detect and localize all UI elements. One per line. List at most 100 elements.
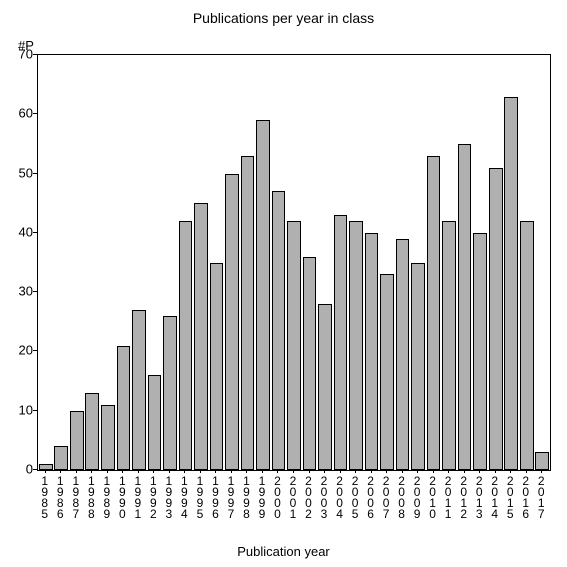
y-tick-mark bbox=[33, 469, 37, 470]
bar bbox=[349, 221, 363, 470]
y-tick-mark bbox=[33, 173, 37, 174]
x-tick-label: 1990 bbox=[116, 474, 128, 518]
bar bbox=[85, 393, 99, 470]
y-tick-mark bbox=[33, 113, 37, 114]
x-tick-label: 1995 bbox=[194, 474, 206, 518]
bar bbox=[54, 446, 68, 470]
x-tick-label: 1998 bbox=[240, 474, 252, 518]
x-tick-mark bbox=[386, 469, 387, 473]
x-tick-label: 2009 bbox=[411, 474, 423, 518]
x-tick-mark bbox=[91, 469, 92, 473]
x-tick-mark bbox=[262, 469, 263, 473]
y-tick-mark bbox=[33, 410, 37, 411]
x-tick-mark bbox=[541, 469, 542, 473]
x-tick-label: 1988 bbox=[85, 474, 97, 518]
bar bbox=[535, 452, 549, 470]
x-tick-mark bbox=[231, 469, 232, 473]
plot-area bbox=[37, 54, 551, 471]
x-tick-mark bbox=[293, 469, 294, 473]
x-tick-mark bbox=[433, 469, 434, 473]
y-tick-mark bbox=[33, 232, 37, 233]
x-tick-label: 2011 bbox=[442, 474, 454, 518]
x-tick-label: 1986 bbox=[54, 474, 66, 518]
x-tick-label: 2010 bbox=[427, 474, 439, 518]
x-tick-label: 2006 bbox=[365, 474, 377, 518]
x-tick-mark bbox=[138, 469, 139, 473]
x-tick-mark bbox=[526, 469, 527, 473]
x-tick-mark bbox=[495, 469, 496, 473]
y-tick-label: 20 bbox=[3, 344, 33, 357]
x-tick-label: 2013 bbox=[473, 474, 485, 518]
y-tick-label: 60 bbox=[3, 107, 33, 120]
x-tick-mark bbox=[246, 469, 247, 473]
x-tick-label: 2017 bbox=[535, 474, 547, 518]
x-tick-label: 2004 bbox=[334, 474, 346, 518]
x-tick-label: 2012 bbox=[458, 474, 470, 518]
x-tick-mark bbox=[277, 469, 278, 473]
y-tick-label: 10 bbox=[3, 403, 33, 416]
x-axis-label: Publication year bbox=[0, 544, 567, 559]
x-tick-label: 2016 bbox=[520, 474, 532, 518]
bar bbox=[256, 120, 270, 470]
x-tick-mark bbox=[45, 469, 46, 473]
bar bbox=[504, 97, 518, 471]
y-tick-mark bbox=[33, 54, 37, 55]
bar bbox=[210, 263, 224, 471]
bar bbox=[241, 156, 255, 470]
bar bbox=[225, 174, 239, 470]
x-tick-mark bbox=[215, 469, 216, 473]
bar bbox=[117, 346, 131, 471]
x-tick-mark bbox=[402, 469, 403, 473]
bar bbox=[427, 156, 441, 470]
x-tick-mark bbox=[371, 469, 372, 473]
x-tick-label: 2007 bbox=[380, 474, 392, 518]
bar bbox=[520, 221, 534, 470]
x-tick-mark bbox=[184, 469, 185, 473]
x-tick-mark bbox=[122, 469, 123, 473]
x-tick-mark bbox=[355, 469, 356, 473]
bar bbox=[458, 144, 472, 470]
y-tick-label: 40 bbox=[3, 225, 33, 238]
x-tick-label: 1996 bbox=[209, 474, 221, 518]
chart-title: Publications per year in class bbox=[0, 10, 567, 26]
bar bbox=[411, 263, 425, 471]
x-tick-label: 2015 bbox=[504, 474, 516, 518]
x-tick-label: 1999 bbox=[256, 474, 268, 518]
x-tick-label: 1991 bbox=[132, 474, 144, 518]
x-tick-label: 1989 bbox=[101, 474, 113, 518]
x-tick-label: 2005 bbox=[349, 474, 361, 518]
bar bbox=[489, 168, 503, 470]
x-tick-mark bbox=[76, 469, 77, 473]
bar bbox=[179, 221, 193, 470]
bar bbox=[303, 257, 317, 470]
bar bbox=[70, 411, 84, 470]
y-tick-label: 70 bbox=[3, 48, 33, 61]
x-tick-label: 2014 bbox=[489, 474, 501, 518]
bar bbox=[163, 316, 177, 470]
bar bbox=[318, 304, 332, 470]
x-tick-label: 1992 bbox=[147, 474, 159, 518]
bar bbox=[365, 233, 379, 470]
x-tick-mark bbox=[169, 469, 170, 473]
x-tick-mark bbox=[448, 469, 449, 473]
chart-container: Publications per year in class #P Public… bbox=[0, 0, 567, 567]
x-tick-label: 2002 bbox=[303, 474, 315, 518]
x-tick-mark bbox=[324, 469, 325, 473]
bar bbox=[380, 274, 394, 470]
y-tick-mark bbox=[33, 291, 37, 292]
y-tick-label: 50 bbox=[3, 166, 33, 179]
bar bbox=[473, 233, 487, 470]
bar bbox=[272, 191, 286, 470]
x-tick-mark bbox=[510, 469, 511, 473]
y-tick-mark bbox=[33, 350, 37, 351]
x-tick-mark bbox=[107, 469, 108, 473]
x-tick-label: 1994 bbox=[178, 474, 190, 518]
x-tick-label: 2003 bbox=[318, 474, 330, 518]
x-tick-label: 1985 bbox=[39, 474, 51, 518]
x-tick-label: 1993 bbox=[163, 474, 175, 518]
bar bbox=[287, 221, 301, 470]
bar bbox=[101, 405, 115, 470]
x-tick-label: 2000 bbox=[271, 474, 283, 518]
x-tick-mark bbox=[417, 469, 418, 473]
y-tick-label: 30 bbox=[3, 285, 33, 298]
